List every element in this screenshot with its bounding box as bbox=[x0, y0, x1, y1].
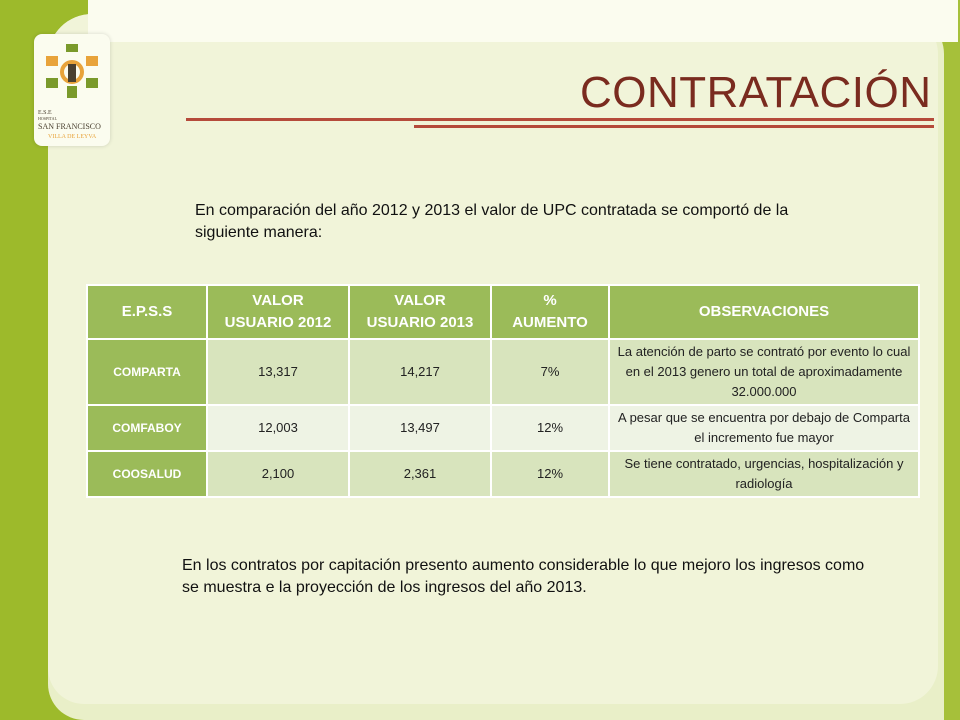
cell-value-2013: 2,361 bbox=[348, 450, 492, 498]
outro-text: En los contratos por capitación presento… bbox=[182, 557, 865, 596]
cell-increase: 12% bbox=[490, 404, 610, 452]
intro-text: En comparación del año 2012 y 2013 el va… bbox=[195, 202, 789, 241]
header-value-2012: VALOR USUARIO 2012 bbox=[206, 284, 350, 340]
cell-eps: COMPARTA bbox=[86, 338, 208, 406]
cell-increase: 7% bbox=[490, 338, 610, 406]
cell-increase: 12% bbox=[490, 450, 610, 498]
logo-line-1: E.S.E bbox=[38, 110, 52, 116]
logo-line-2: HOSPITAL bbox=[38, 116, 58, 121]
cell-value-2012: 12,003 bbox=[206, 404, 350, 452]
table-row: COMPARTA 13,317 14,217 7% La atención de… bbox=[86, 338, 920, 406]
right-green-band bbox=[940, 0, 960, 720]
top-strip bbox=[88, 0, 958, 42]
cell-observations: Se tiene contratado, urgencias, hospital… bbox=[608, 450, 920, 498]
header-increase: % AUMENTO bbox=[490, 284, 610, 340]
upc-table: E.P.S.S VALOR USUARIO 2012 VALOR USUARIO 2… bbox=[86, 284, 920, 498]
header-eps: E.P.S.S bbox=[86, 284, 208, 340]
table-row: COOSALUD 2,100 2,361 12% Se tiene contra… bbox=[86, 450, 920, 498]
logo-emblem-icon: E.S.E HOSPITAL SAN FRANCISCO VILLA DE LE… bbox=[38, 44, 101, 140]
cell-eps: COOSALUD bbox=[86, 450, 208, 498]
page-title: CONTRATACIÓN bbox=[580, 68, 932, 117]
header-value-2013: VALOR USUARIO 2013 bbox=[348, 284, 492, 340]
cell-value-2013: 13,497 bbox=[348, 404, 492, 452]
cell-observations: A pesar que se encuentra por debajo de C… bbox=[608, 404, 920, 452]
header-observations: OBSERVACIONES bbox=[608, 284, 920, 340]
table-row: COMFABOY 12,003 13,497 12% A pesar que s… bbox=[86, 404, 920, 452]
hospital-logo: E.S.E HOSPITAL SAN FRANCISCO VILLA DE LE… bbox=[34, 34, 110, 146]
table-header-row: E.P.S.S VALOR USUARIO 2012 VALOR USUARIO 2… bbox=[86, 284, 920, 340]
cell-observations: La atención de parto se contrató por eve… bbox=[608, 338, 920, 406]
logo-line-3: SAN FRANCISCO bbox=[38, 122, 101, 131]
cell-value-2013: 14,217 bbox=[348, 338, 492, 406]
cell-value-2012: 2,100 bbox=[206, 450, 350, 498]
cell-eps: COMFABOY bbox=[86, 404, 208, 452]
logo-line-4: VILLA DE LEYVA bbox=[48, 134, 97, 140]
title-rule-bottom bbox=[414, 125, 934, 128]
title-rule-top bbox=[186, 118, 934, 121]
cell-value-2012: 13,317 bbox=[206, 338, 350, 406]
